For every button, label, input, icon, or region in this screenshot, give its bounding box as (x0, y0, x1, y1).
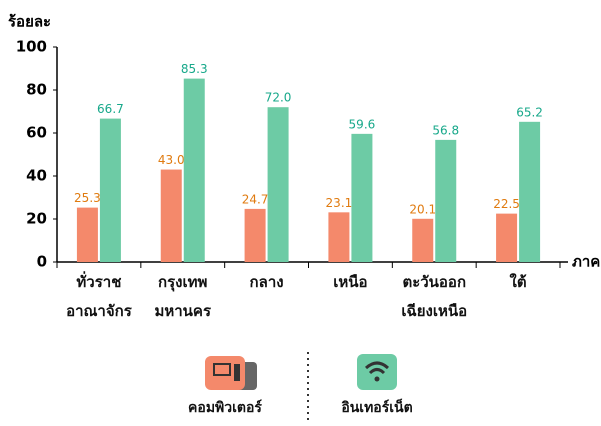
legend-icon-glyph (234, 364, 240, 381)
bar (244, 208, 266, 262)
value-label: 24.7 (242, 192, 269, 206)
y-tick-label: 80 (26, 81, 47, 99)
y-tick-label: 0 (37, 253, 47, 271)
value-label: 23.1 (326, 196, 353, 210)
bar (519, 121, 541, 262)
value-label: 56.8 (432, 123, 459, 137)
bar (412, 218, 434, 262)
y-axis-label: ร้อยละ (8, 13, 51, 31)
x-tick-label: กรุงเทพ มหานคร (154, 273, 212, 320)
legend-icon-glyph (213, 363, 231, 376)
bar (328, 212, 350, 262)
legend-icon-glyph (374, 376, 380, 382)
value-label: 43.0 (158, 153, 185, 167)
bar (267, 107, 289, 262)
bar (76, 207, 98, 262)
x-tick-label: ใต้ (509, 273, 527, 291)
legend-label: คอมพิวเตอร์ (188, 400, 262, 416)
y-tick-label: 40 (26, 167, 47, 185)
y-tick-label: 60 (26, 124, 47, 142)
bar (183, 78, 205, 262)
legend-label: อินเทอร์เน็ต (341, 400, 413, 416)
y-tick-label: 20 (26, 210, 47, 228)
value-label: 25.3 (74, 191, 101, 205)
x-tick-label: เหนือ (333, 273, 368, 291)
bar (351, 133, 373, 262)
legend-icon (357, 354, 397, 390)
value-label: 72.0 (265, 91, 292, 105)
value-label: 20.1 (409, 202, 436, 216)
legend-icon-glyph (364, 361, 390, 375)
value-label: 85.3 (181, 62, 208, 76)
bar (496, 213, 518, 262)
x-tick-label: ตะวันออก เฉียงเหนือ (401, 273, 468, 320)
value-label: 65.2 (516, 105, 543, 119)
x-axis-label: ภาค (572, 253, 600, 271)
y-tick-label: 100 (16, 38, 47, 56)
x-tick-label: กลาง (249, 273, 284, 291)
bar (160, 169, 182, 262)
value-label: 22.5 (493, 197, 520, 211)
bar (435, 139, 457, 262)
value-label: 66.7 (97, 102, 124, 116)
bar (99, 118, 121, 262)
x-tick-label: ทั่วราช อาณาจักร (66, 273, 132, 320)
value-label: 59.6 (349, 117, 376, 131)
